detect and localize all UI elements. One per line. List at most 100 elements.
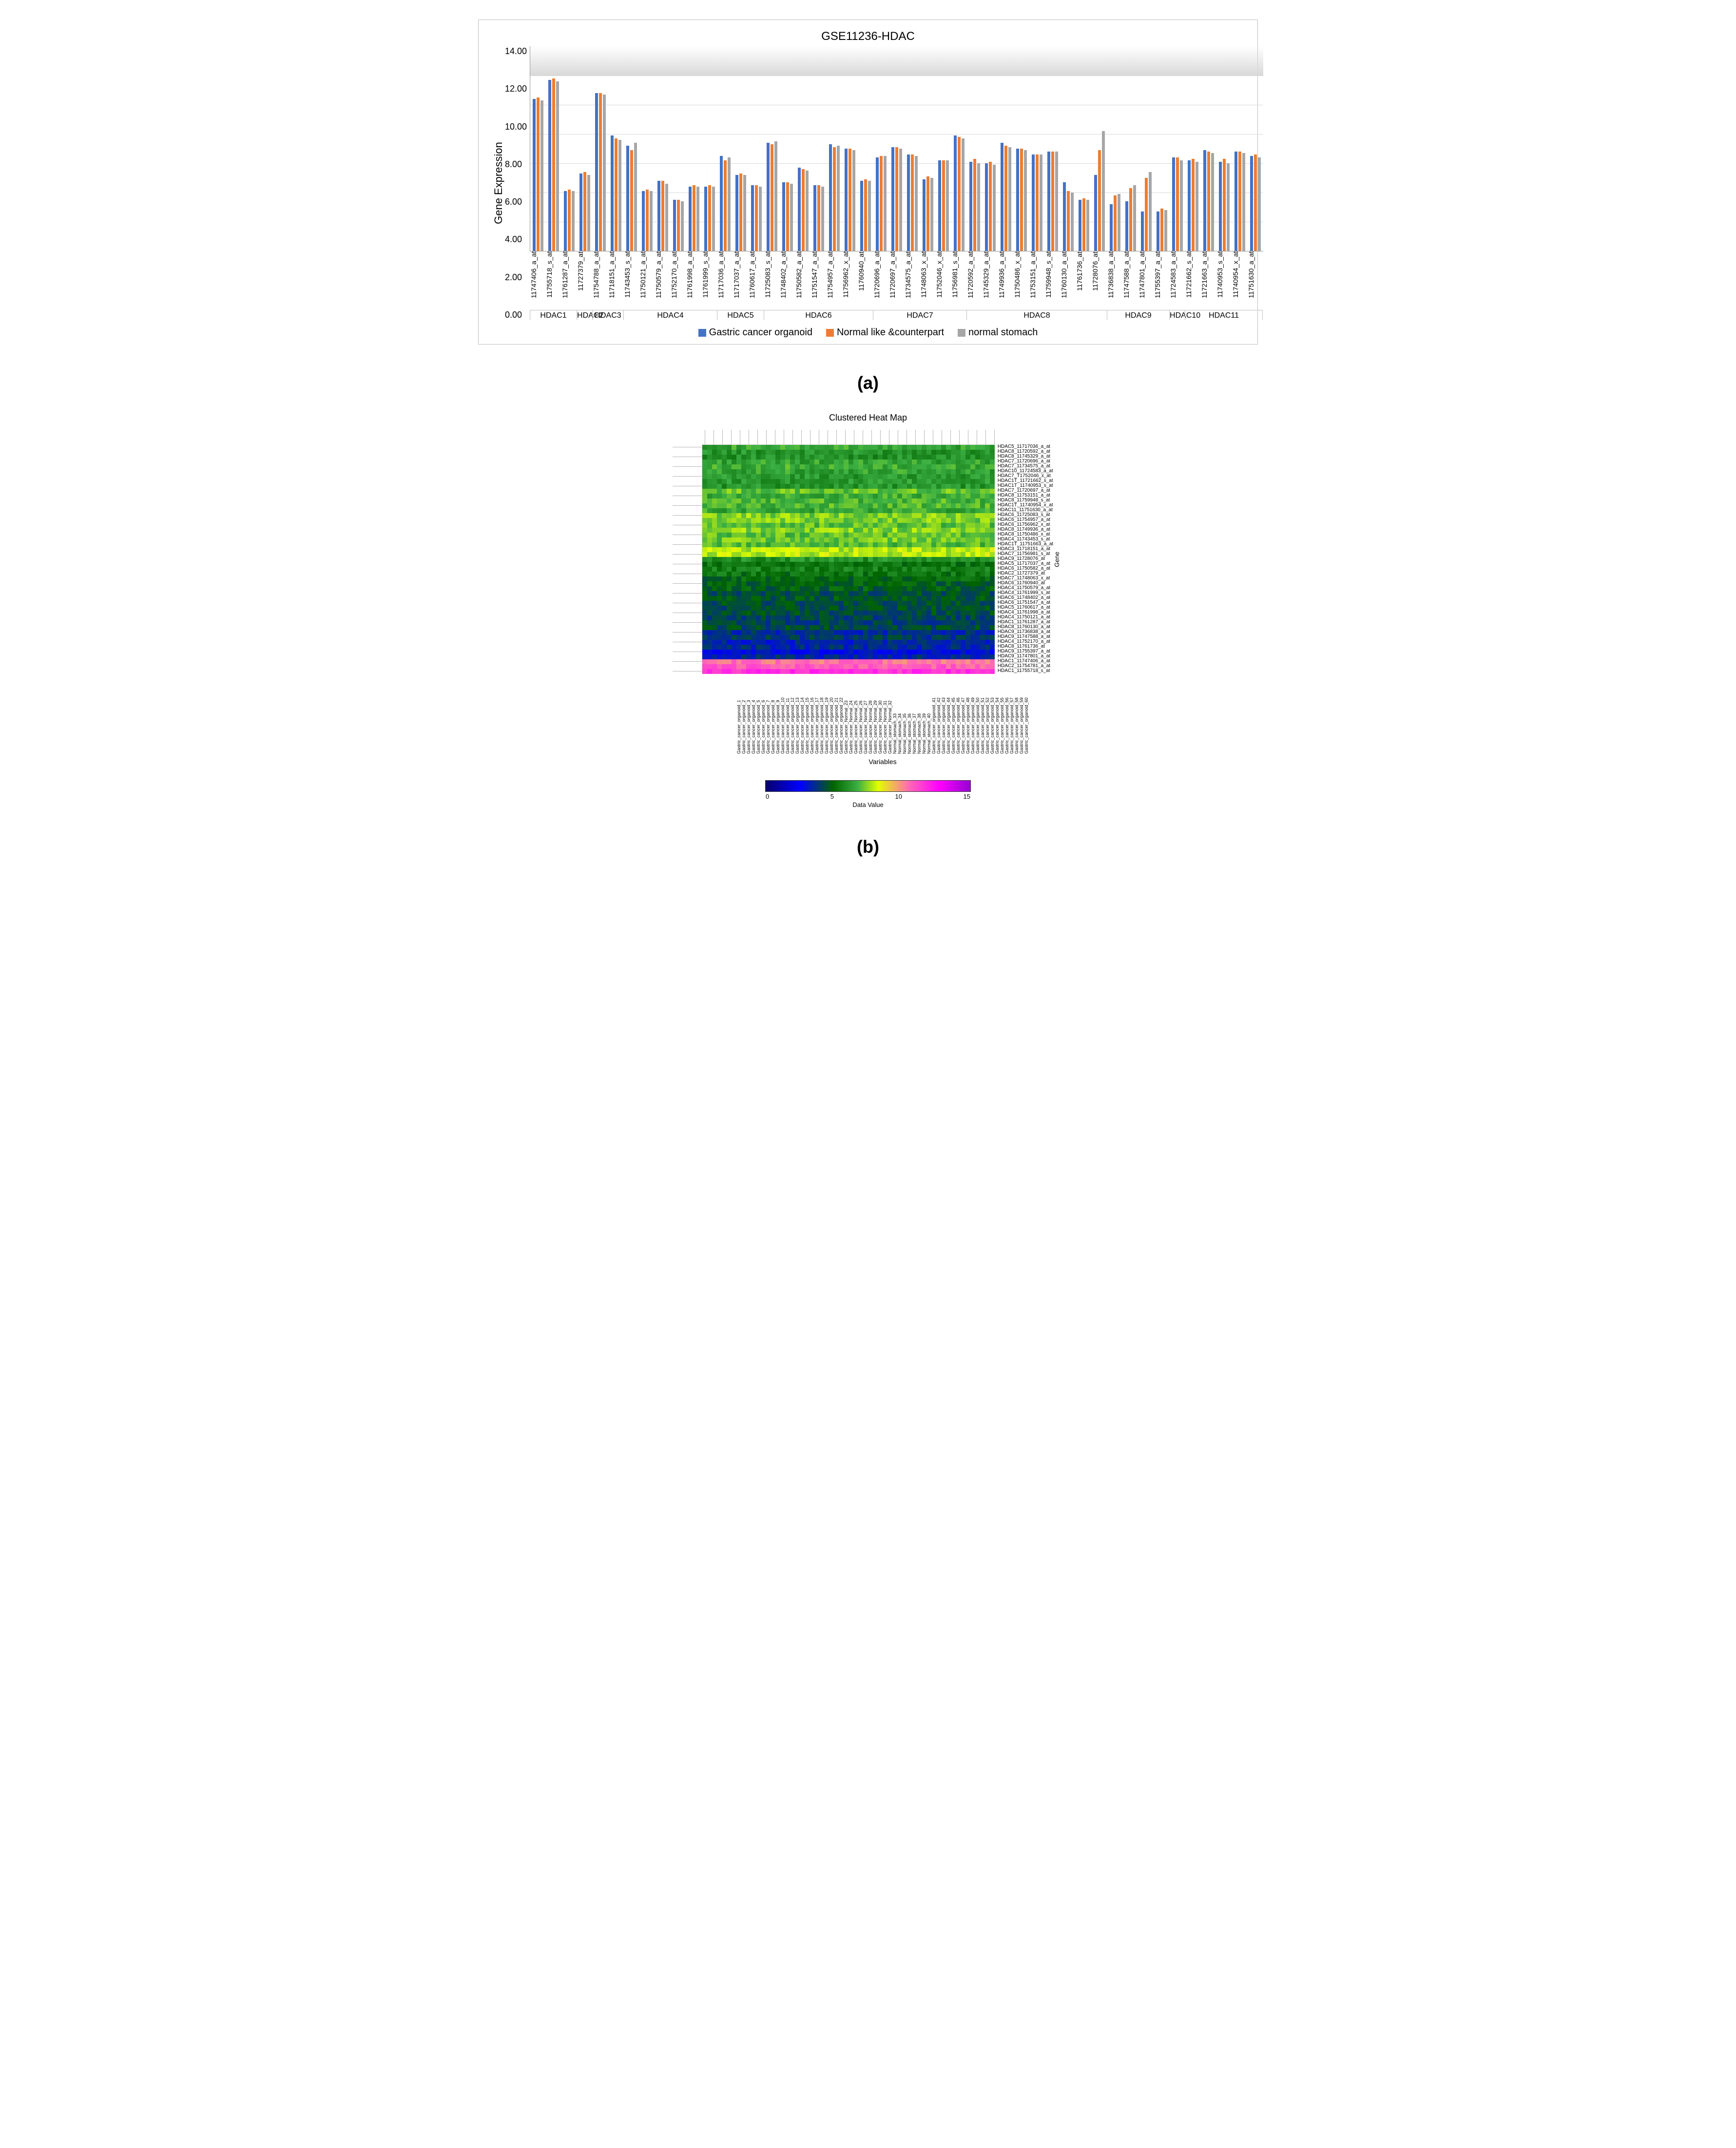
bar-cluster [533, 97, 543, 251]
heatmap-col-label: Gastric_cancer_organoid_12 [790, 676, 795, 754]
heatmap-cell [741, 591, 746, 596]
bar [833, 147, 836, 251]
heatmap-cell [702, 513, 707, 518]
heatmap-cell [887, 635, 892, 640]
heatmap-cell [800, 464, 805, 469]
heatmap-cell [887, 659, 892, 664]
heatmap-cell [727, 547, 732, 552]
xtick-label: 11755718_s_at [545, 251, 561, 309]
heatmap-col-label: Gastric_cancer_Normal_29 [873, 676, 878, 754]
heatmap-cell [824, 611, 829, 615]
heatmap-cell [912, 474, 917, 479]
heatmap-cell [761, 528, 766, 533]
heatmap-cell [810, 547, 814, 552]
heatmap-col-label: Gastric_cancer_organoid_20 [829, 676, 834, 754]
heatmap-cell [965, 518, 970, 523]
heatmap-cell [790, 576, 795, 581]
heatmap-cell [756, 654, 761, 659]
heatmap-cell [702, 464, 707, 469]
bar [786, 182, 789, 251]
heatmap-cell [727, 518, 732, 523]
heatmap-cell [839, 552, 844, 557]
heatmap-cell [800, 542, 805, 547]
heatmap-col-label: Gastric_cancer_organoid_15 [805, 676, 810, 754]
heatmap-cell [839, 523, 844, 528]
heatmap-col-label: Gastric_cancer_organoid_46 [956, 676, 961, 754]
heatmap-cell [756, 562, 761, 567]
heatmap-cell [951, 659, 956, 664]
heatmap-col-label: Gastric_cancer_Normal_23 [844, 676, 849, 754]
heatmap-cell [941, 484, 946, 489]
heatmap-cell [829, 650, 834, 654]
heatmap-cell [829, 494, 834, 499]
heatmap-cell [970, 474, 975, 479]
heatmap-cell [970, 552, 975, 557]
heatmap-cell [965, 659, 970, 664]
heatmap-cell [951, 591, 956, 596]
heatmap-cell [985, 547, 990, 552]
heatmap-cell [975, 596, 980, 601]
heatmap-cell [951, 542, 956, 547]
heatmap-cell [941, 513, 946, 518]
heatmap-cell [771, 606, 775, 611]
heatmap-cell [761, 640, 766, 645]
heatmap-cell [819, 659, 824, 664]
heatmap-cell [922, 523, 926, 528]
heatmap-cell [922, 601, 926, 606]
bar [868, 181, 871, 251]
heatmap-cell [766, 503, 771, 508]
heatmap-cell [887, 650, 892, 654]
heatmap-cell [873, 484, 878, 489]
hdac-group-label: HDAC1 [530, 310, 577, 320]
heatmap-cell [975, 601, 980, 606]
heatmap-cell [853, 533, 858, 537]
heatmap-cell [902, 460, 907, 464]
heatmap-cell [863, 654, 868, 659]
heatmap-cell [878, 645, 883, 650]
heatmap-cell [931, 533, 936, 537]
heatmap-cell [863, 611, 868, 615]
heatmap-cell [761, 523, 766, 528]
heatmap-cell [727, 499, 732, 503]
heatmap-cell [824, 474, 829, 479]
heatmap-cell [980, 567, 985, 572]
heatmap-cell [951, 640, 956, 645]
heatmap-cell [732, 562, 736, 567]
heatmap-cell [756, 537, 761, 542]
heatmap-cell [941, 591, 946, 596]
heatmap-cell [761, 567, 766, 572]
heatmap-cell [975, 455, 980, 460]
heatmap-cell [771, 455, 775, 460]
heatmap-cell [766, 460, 771, 464]
heatmap-cell [736, 650, 741, 654]
heatmap-cell [761, 469, 766, 474]
heatmap-cell [722, 640, 727, 645]
heatmap-cell [780, 572, 785, 576]
heatmap-col-label: Gastric_cancer_organoid_10 [780, 676, 785, 754]
heatmap-cell [873, 469, 878, 474]
heatmap-cell [780, 542, 785, 547]
heatmap-cell [810, 445, 814, 450]
heatmap-cell [878, 576, 883, 581]
heatmap-cell [922, 635, 926, 640]
heatmap-cell [897, 596, 902, 601]
heatmap-cell [902, 635, 907, 640]
heatmap-cell [761, 484, 766, 489]
heatmap-cell [814, 484, 819, 489]
heatmap-cell [722, 489, 727, 494]
heatmap-cell [712, 489, 717, 494]
heatmap-cell [746, 581, 751, 586]
heatmap-cell [853, 484, 858, 489]
heatmap-cell [790, 523, 795, 528]
heatmap-cell [756, 460, 761, 464]
heatmap-cell [878, 562, 883, 567]
heatmap-cell [805, 572, 810, 576]
heatmap-cell [980, 445, 985, 450]
heatmap-cell [985, 484, 990, 489]
heatmap-cell [961, 528, 965, 533]
heatmap-cell [839, 547, 844, 552]
heatmap-cell [785, 640, 790, 645]
heatmap-cell [741, 518, 746, 523]
heatmap-cell [844, 586, 849, 591]
heatmap-cell [839, 630, 844, 635]
